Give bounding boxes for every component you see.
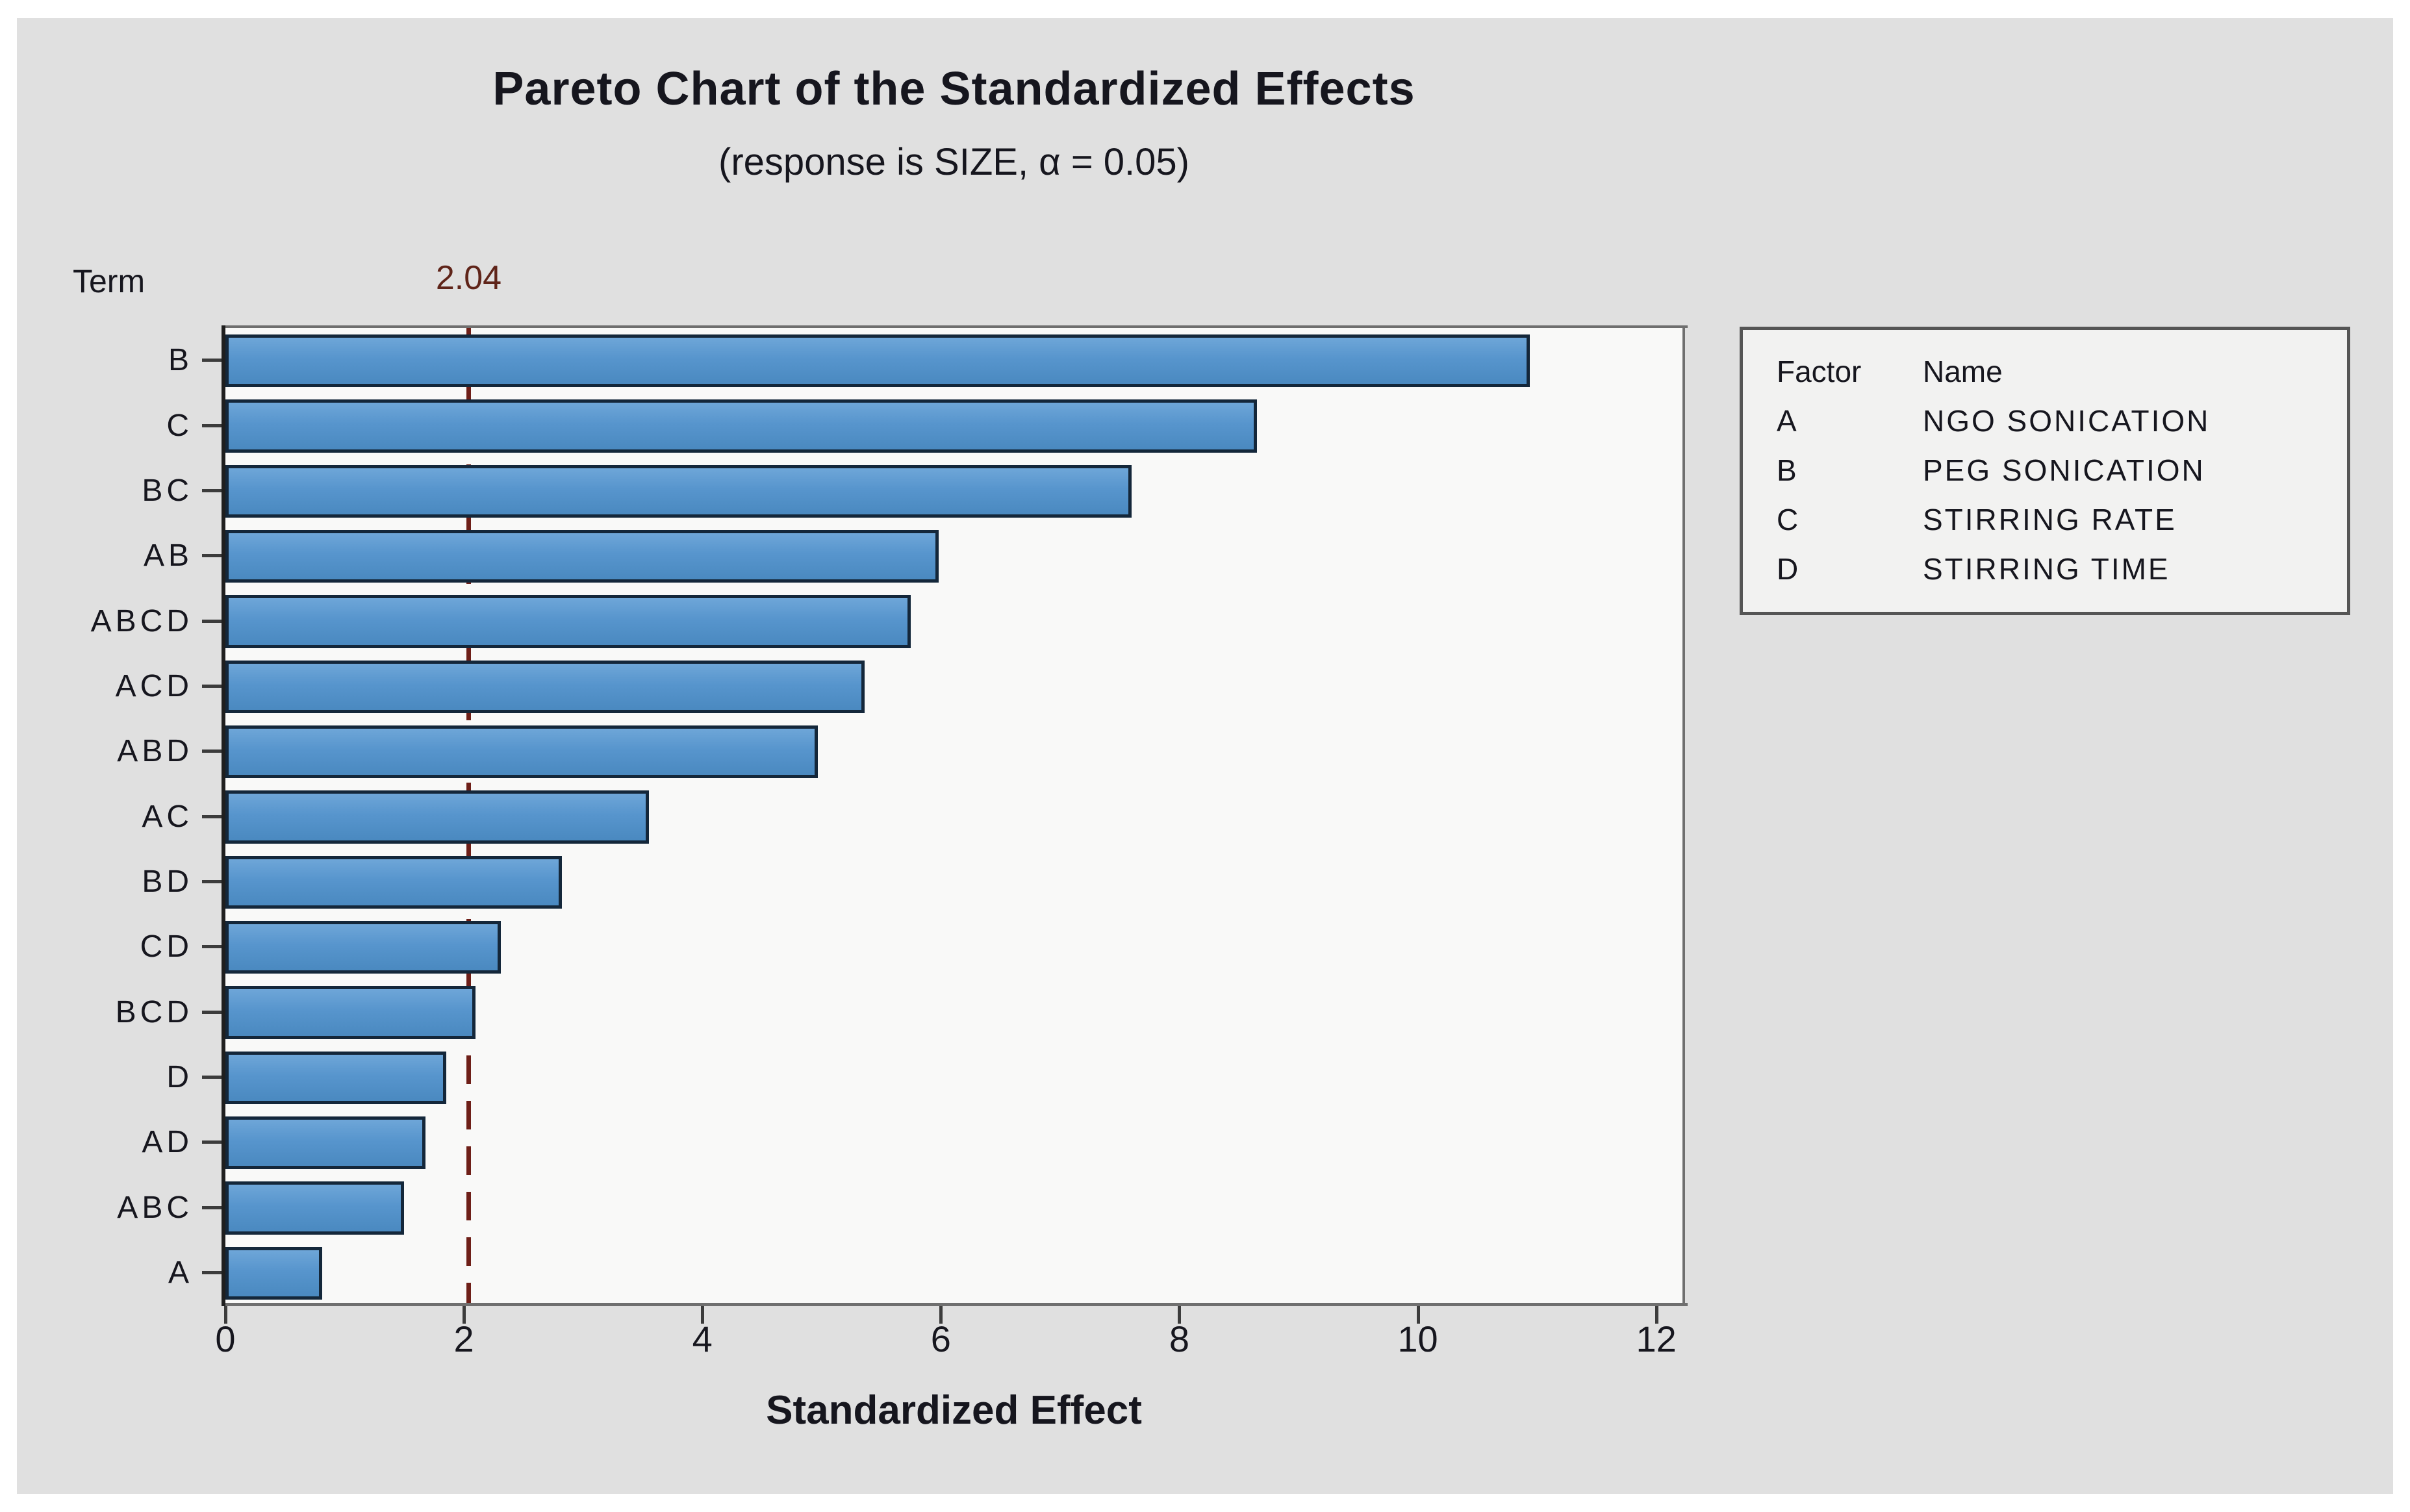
term-label-ABD: ABD	[117, 734, 193, 769]
x-tick-2	[463, 1306, 466, 1324]
x-tick-4	[701, 1306, 705, 1324]
legend-row-C: C STIRRING RATE	[1777, 495, 2334, 544]
term-label-AD: AD	[142, 1125, 193, 1160]
bar-BC	[225, 464, 1132, 518]
y-tick-BCD	[202, 1010, 222, 1014]
term-label-C: C	[166, 408, 193, 443]
legend-header-name: Name	[1923, 355, 2003, 388]
legend-header-factor: Factor	[1777, 355, 1862, 388]
bar-AB	[225, 530, 939, 583]
x-tick-label-0: 0	[215, 1318, 236, 1359]
y-tick-AD	[202, 1140, 222, 1144]
bar-A	[225, 1246, 322, 1300]
x-tick-0	[224, 1306, 227, 1324]
x-axis-title: Standardized Effect	[766, 1388, 1142, 1433]
term-label-BCD: BCD	[115, 994, 193, 1029]
reference-line-label: 2.04	[435, 259, 502, 297]
y-tick-ABD	[202, 750, 222, 753]
bar-AC	[225, 790, 649, 844]
x-tick-12	[1655, 1306, 1658, 1324]
legend-name-D: STIRRING TIME	[1923, 552, 2170, 586]
y-tick-AB	[202, 554, 222, 558]
x-tick-label-10: 10	[1397, 1318, 1438, 1359]
legend-row-D: D STIRRING TIME	[1777, 544, 2334, 594]
legend-row-A: A NGO SONICATION	[1777, 396, 2334, 446]
legend: Factor Name A NGO SONICATION B PEG SONICATI…	[1740, 327, 2350, 615]
term-label-BD: BD	[142, 864, 193, 899]
term-label-B: B	[168, 343, 193, 378]
term-label-AB: AB	[143, 538, 193, 573]
y-tick-AC	[202, 814, 222, 818]
legend-factor-A: A	[1777, 404, 1797, 438]
x-tick-label-12: 12	[1636, 1318, 1677, 1359]
term-label-A: A	[168, 1255, 193, 1290]
y-tick-BD	[202, 879, 222, 883]
x-tick-label-6: 6	[930, 1318, 951, 1359]
chart-subtitle: (response is SIZE, α = 0.05)	[718, 141, 1189, 183]
bar-BCD	[225, 986, 476, 1039]
legend-header-row: Factor Name	[1777, 347, 2334, 396]
y-tick-BC	[202, 488, 222, 492]
x-tick-8	[1178, 1306, 1182, 1324]
term-label-ABCD: ABCD	[90, 603, 193, 638]
plot-frame-right	[1682, 325, 1685, 1306]
y-tick-D	[202, 1075, 222, 1079]
y-tick-ABCD	[202, 619, 222, 623]
term-label-ACD: ACD	[115, 668, 193, 703]
term-label-ABC: ABC	[117, 1190, 193, 1225]
bar-B	[225, 334, 1530, 388]
bar-ACD	[225, 660, 865, 713]
bar-AD	[225, 1116, 426, 1170]
legend-name-B: PEG SONICATION	[1923, 453, 2205, 487]
x-tick-label-2: 2	[453, 1318, 474, 1359]
y-axis-line	[222, 325, 225, 1306]
term-label-AC: AC	[142, 799, 193, 834]
legend-content: Factor Name A NGO SONICATION B PEG SONICATI…	[1777, 347, 2334, 594]
x-tick-10	[1416, 1306, 1420, 1324]
term-label-BC: BC	[142, 473, 193, 508]
legend-row-B: B PEG SONICATION	[1777, 446, 2334, 495]
y-tick-CD	[202, 945, 222, 949]
plot-frame-top	[223, 325, 1688, 328]
bar-C	[225, 399, 1257, 453]
bar-ABC	[225, 1181, 405, 1235]
y-tick-C	[202, 423, 222, 427]
bar-ABCD	[225, 595, 911, 648]
legend-factor-C: C	[1777, 503, 1799, 536]
x-tick-label-4: 4	[692, 1318, 713, 1359]
legend-factor-D: D	[1777, 552, 1799, 586]
bar-D	[225, 1051, 446, 1104]
bar-ABD	[225, 725, 818, 779]
bar-BD	[225, 855, 562, 909]
term-label-CD: CD	[140, 929, 193, 964]
bar-CD	[225, 921, 501, 974]
y-tick-ACD	[202, 684, 222, 688]
x-axis-line	[223, 1303, 1688, 1306]
legend-name-A: NGO SONICATION	[1923, 404, 2211, 438]
x-tick-label-8: 8	[1169, 1318, 1189, 1359]
y-axis-title: Term	[73, 263, 146, 299]
y-tick-B	[202, 359, 222, 362]
chart-title: Pareto Chart of the Standardized Effects	[492, 63, 1415, 115]
x-tick-6	[939, 1306, 943, 1324]
term-label-D: D	[166, 1059, 193, 1094]
legend-factor-B: B	[1777, 453, 1797, 487]
y-tick-ABC	[202, 1205, 222, 1209]
y-tick-A	[202, 1270, 222, 1274]
legend-name-C: STIRRING RATE	[1923, 503, 2177, 536]
